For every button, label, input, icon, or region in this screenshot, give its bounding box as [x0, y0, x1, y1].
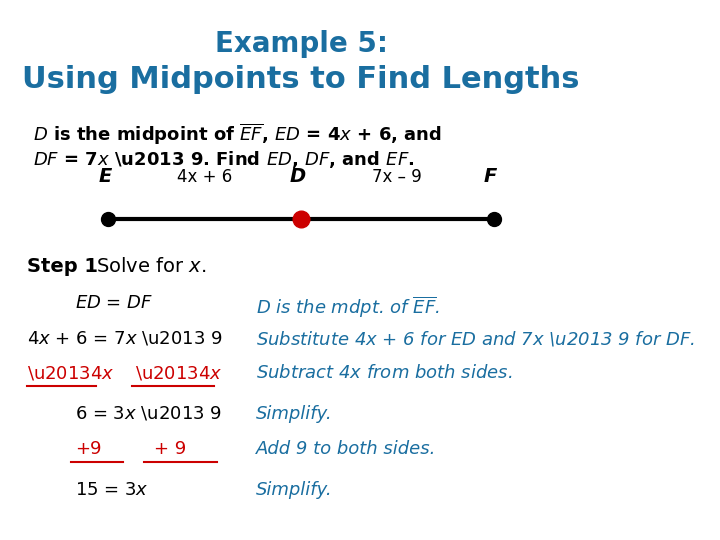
Text: 15 = 3$\mathit{x}$: 15 = 3$\mathit{x}$ — [76, 481, 149, 498]
Text: Step 1: Step 1 — [27, 256, 98, 275]
Text: Subtract 4$\mathit{x}$ from both sides.: Subtract 4$\mathit{x}$ from both sides. — [256, 364, 513, 382]
Text: Simplify.: Simplify. — [256, 405, 333, 423]
Text: F: F — [484, 167, 498, 186]
Text: Using Midpoints to Find Lengths: Using Midpoints to Find Lengths — [22, 65, 580, 94]
Text: \u20134$\mathit{x}$: \u20134$\mathit{x}$ — [27, 364, 114, 382]
Text: $\mathit{D}$ is the mdpt. of $\overline{\mathit{EF}}$.: $\mathit{D}$ is the mdpt. of $\overline{… — [256, 294, 440, 320]
Text: D: D — [290, 167, 306, 186]
Text: 4$\mathit{x}$ + 6 = 7$\mathit{x}$ \u2013 9: 4$\mathit{x}$ + 6 = 7$\mathit{x}$ \u2013… — [27, 329, 222, 347]
Text: $\mathit{ED}$ = $\mathit{DF}$: $\mathit{ED}$ = $\mathit{DF}$ — [76, 294, 153, 312]
Text: E: E — [99, 167, 112, 186]
Text: 7x – 9: 7x – 9 — [372, 168, 422, 186]
Text: \u20134$\mathit{x}$: \u20134$\mathit{x}$ — [135, 364, 223, 382]
Text: Substitute 4$\mathit{x}$ + 6 for $\mathit{ED}$ and 7$\mathit{x}$ \u2013 9 for $\: Substitute 4$\mathit{x}$ + 6 for $\mathi… — [256, 329, 695, 348]
Text: + 9: + 9 — [153, 440, 186, 458]
Text: $\mathit{D}$ is the midpoint of $\overline{\mathit{EF}}$, $\mathit{ED}$ = 4$\mat: $\mathit{D}$ is the midpoint of $\overli… — [33, 122, 442, 147]
Text: Solve for $\mathit{x}$.: Solve for $\mathit{x}$. — [96, 256, 207, 275]
Text: Add 9 to both sides.: Add 9 to both sides. — [256, 440, 436, 458]
Text: +9: +9 — [76, 440, 102, 458]
Text: 6 = 3$\mathit{x}$ \u2013 9: 6 = 3$\mathit{x}$ \u2013 9 — [76, 405, 222, 423]
Text: 4x + 6: 4x + 6 — [177, 168, 233, 186]
Text: Example 5:: Example 5: — [215, 30, 387, 58]
Text: Simplify.: Simplify. — [256, 481, 333, 498]
Text: $\mathit{DF}$ = 7$\mathit{x}$ \u2013 9. Find $\mathit{ED}$, $\mathit{DF}$, and $: $\mathit{DF}$ = 7$\mathit{x}$ \u2013 9. … — [33, 148, 415, 170]
